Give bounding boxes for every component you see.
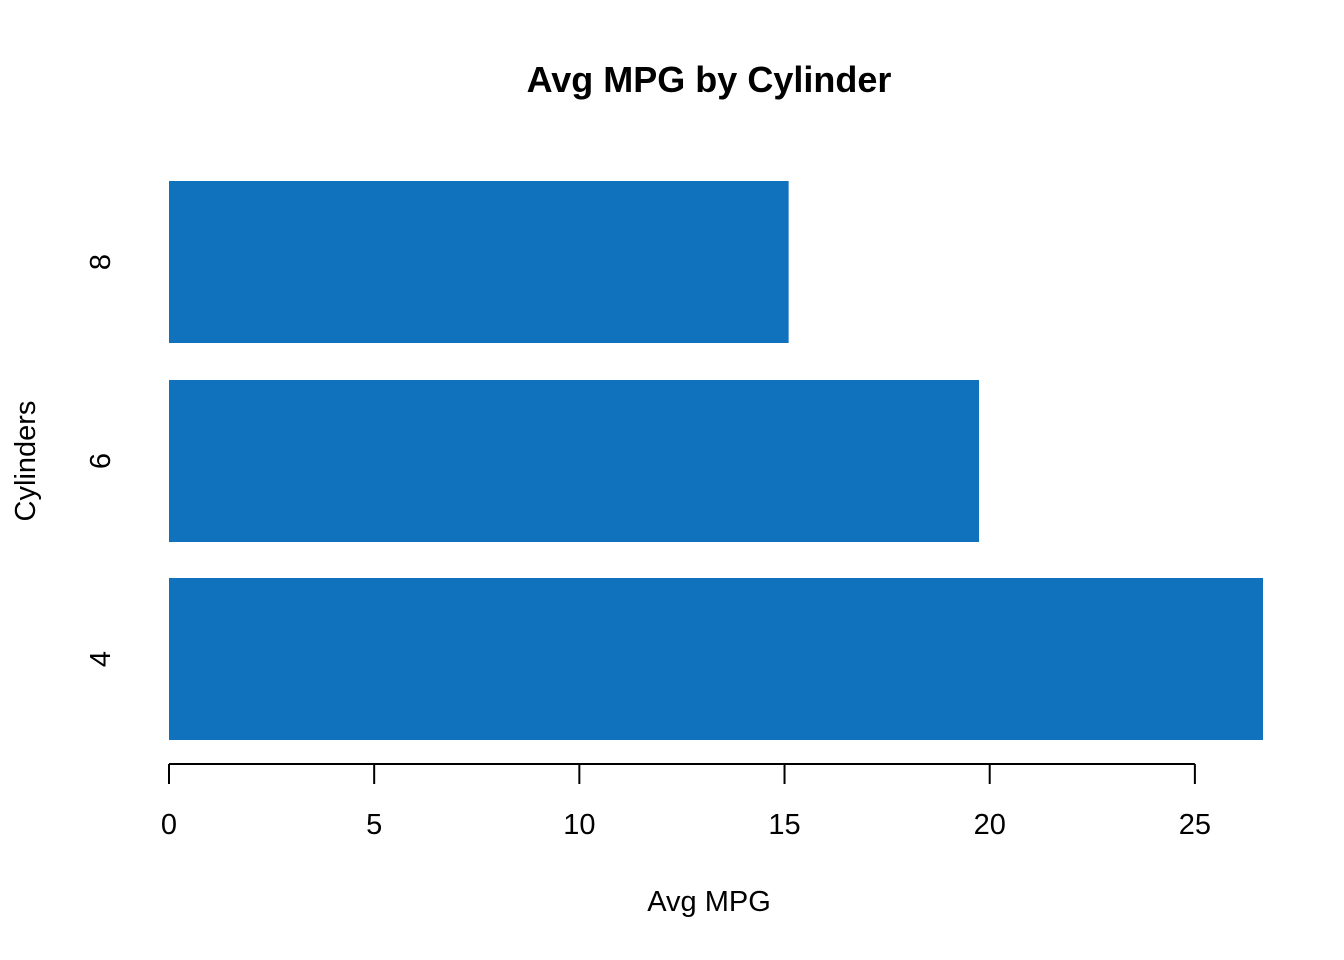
x-tick-label: 5 (366, 809, 382, 841)
x-tick-label: 10 (563, 809, 595, 841)
y-tick-label: 6 (85, 453, 117, 469)
bar-cylinders-6 (169, 380, 980, 542)
y-axis-label: Cylinders (10, 401, 42, 522)
bar-cylinders-8 (169, 181, 789, 343)
x-axis: 0 5 10 15 20 25 (161, 763, 1211, 841)
y-tick-label: 4 (85, 651, 117, 667)
x-axis-label: Avg MPG (647, 886, 771, 918)
bar-cylinders-4 (169, 578, 1263, 740)
x-tick-label: 0 (161, 809, 177, 841)
x-tick-label: 15 (768, 809, 800, 841)
bars-layer (169, 181, 1263, 740)
y-axis-tick-labels: 4 6 8 (85, 254, 117, 667)
chart-title: Avg MPG by Cylinder (527, 59, 892, 100)
y-tick-label: 8 (85, 254, 117, 270)
x-tick-label: 20 (974, 809, 1006, 841)
x-tick-label: 25 (1179, 809, 1211, 841)
